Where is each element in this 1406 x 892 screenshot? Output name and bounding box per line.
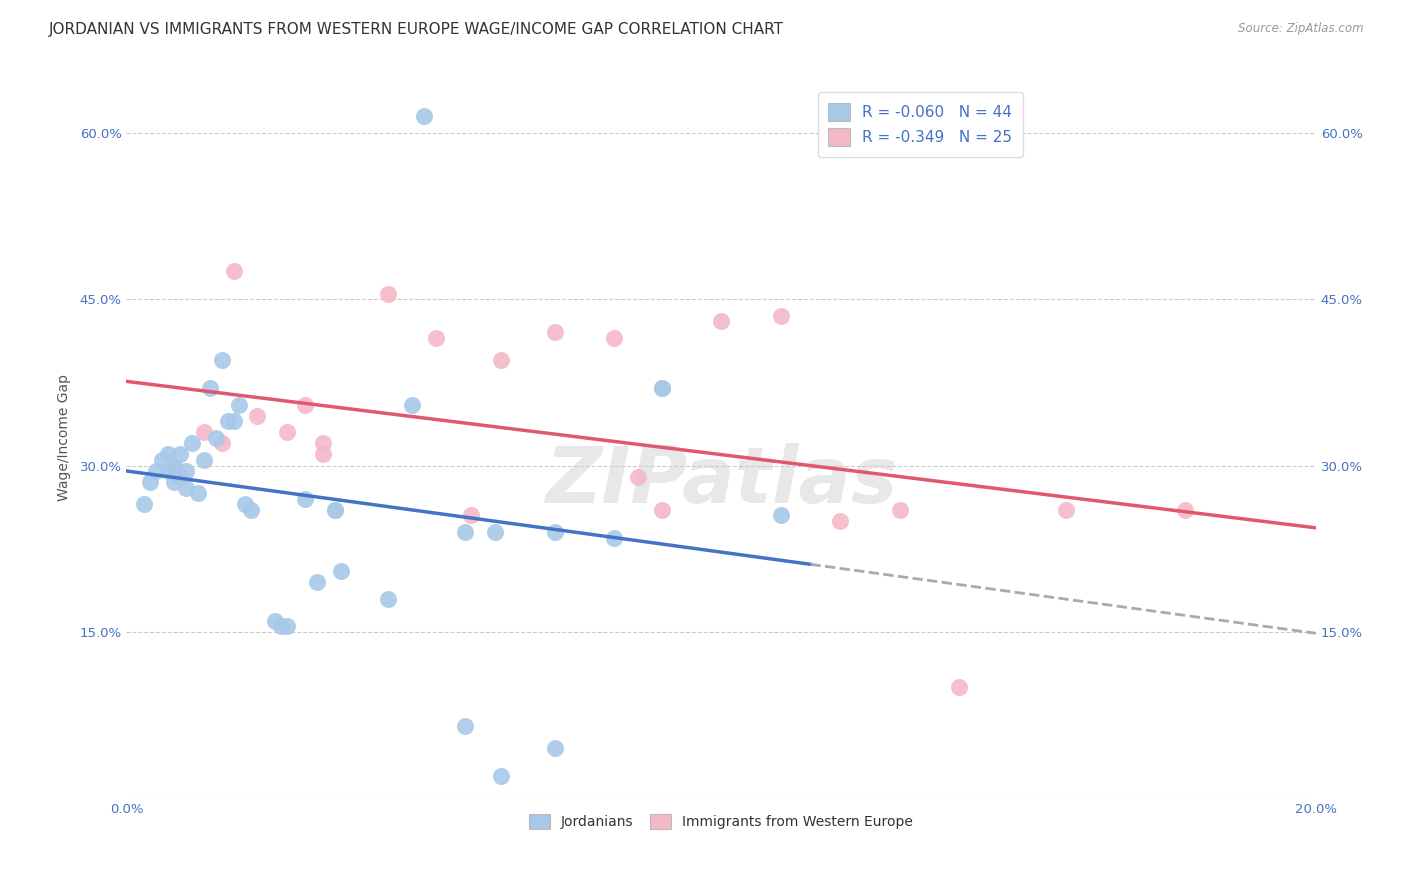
- Y-axis label: Wage/Income Gap: Wage/Income Gap: [58, 375, 72, 501]
- Point: [603, 331, 626, 345]
- Point: [425, 331, 447, 345]
- Point: [484, 524, 506, 539]
- Point: [454, 719, 477, 733]
- Point: [228, 398, 250, 412]
- Point: [264, 614, 287, 628]
- Point: [157, 464, 180, 478]
- Point: [377, 286, 399, 301]
- Point: [769, 309, 792, 323]
- Point: [174, 464, 197, 478]
- Point: [180, 436, 202, 450]
- Point: [323, 503, 346, 517]
- Point: [211, 436, 233, 450]
- Point: [193, 425, 215, 440]
- Point: [401, 398, 423, 412]
- Point: [710, 314, 733, 328]
- Text: JORDANIAN VS IMMIGRANTS FROM WESTERN EUROPE WAGE/INCOME GAP CORRELATION CHART: JORDANIAN VS IMMIGRANTS FROM WESTERN EUR…: [49, 22, 785, 37]
- Point: [460, 508, 482, 523]
- Point: [169, 447, 191, 461]
- Point: [134, 497, 156, 511]
- Point: [246, 409, 269, 423]
- Point: [627, 469, 650, 483]
- Point: [312, 436, 335, 450]
- Point: [270, 619, 292, 633]
- Point: [198, 381, 221, 395]
- Text: Source: ZipAtlas.com: Source: ZipAtlas.com: [1239, 22, 1364, 36]
- Point: [651, 503, 673, 517]
- Point: [489, 769, 512, 783]
- Point: [204, 431, 226, 445]
- Text: ZIPatlas: ZIPatlas: [546, 443, 897, 519]
- Point: [544, 741, 567, 756]
- Point: [454, 524, 477, 539]
- Point: [651, 381, 673, 395]
- Point: [139, 475, 162, 490]
- Point: [222, 264, 245, 278]
- Point: [830, 514, 852, 528]
- Point: [193, 453, 215, 467]
- Point: [157, 447, 180, 461]
- Point: [145, 464, 167, 478]
- Point: [222, 414, 245, 428]
- Point: [163, 458, 186, 473]
- Point: [163, 458, 186, 473]
- Point: [1174, 503, 1197, 517]
- Point: [312, 447, 335, 461]
- Point: [187, 486, 209, 500]
- Point: [276, 425, 298, 440]
- Point: [603, 531, 626, 545]
- Point: [235, 497, 257, 511]
- Point: [294, 398, 316, 412]
- Point: [948, 680, 970, 694]
- Point: [163, 475, 186, 490]
- Point: [217, 414, 239, 428]
- Point: [174, 481, 197, 495]
- Point: [651, 381, 673, 395]
- Point: [544, 524, 567, 539]
- Point: [276, 619, 298, 633]
- Point: [294, 491, 316, 506]
- Point: [211, 353, 233, 368]
- Point: [305, 574, 328, 589]
- Point: [329, 564, 352, 578]
- Point: [1054, 503, 1077, 517]
- Point: [323, 503, 346, 517]
- Point: [240, 503, 263, 517]
- Point: [489, 353, 512, 368]
- Legend: Jordanians, Immigrants from Western Europe: Jordanians, Immigrants from Western Euro…: [523, 808, 918, 834]
- Point: [150, 453, 173, 467]
- Point: [889, 503, 911, 517]
- Point: [412, 109, 434, 123]
- Point: [769, 508, 792, 523]
- Point: [163, 464, 186, 478]
- Point: [544, 326, 567, 340]
- Point: [169, 469, 191, 483]
- Point: [377, 591, 399, 606]
